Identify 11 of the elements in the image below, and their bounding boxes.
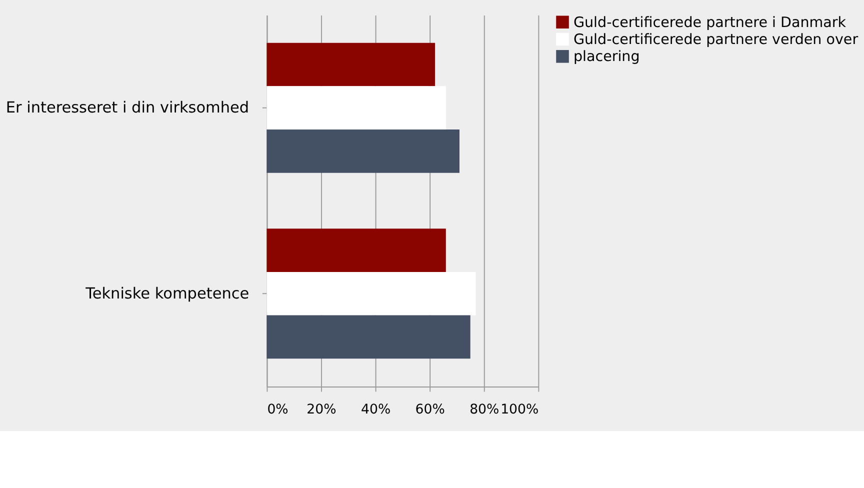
x-tick-label: 60% — [415, 402, 445, 418]
legend-label: Guld-certificerede partnere i Danmark — [573, 14, 847, 31]
y-tick-label: Er interesseret i din virksomhed — [6, 98, 250, 117]
y-tick-label: Tekniske kompetence — [84, 284, 250, 302]
x-tick-label: 100% — [500, 402, 539, 418]
x-tick-label: 0% — [267, 402, 288, 418]
x-tick-label: 40% — [360, 402, 391, 418]
x-tick-label: 20% — [306, 402, 336, 418]
legend-label: Guld-certificerede partnere verden over — [573, 32, 858, 48]
x-tick-label: 80% — [470, 402, 500, 418]
legend-label: placering — [573, 49, 640, 66]
